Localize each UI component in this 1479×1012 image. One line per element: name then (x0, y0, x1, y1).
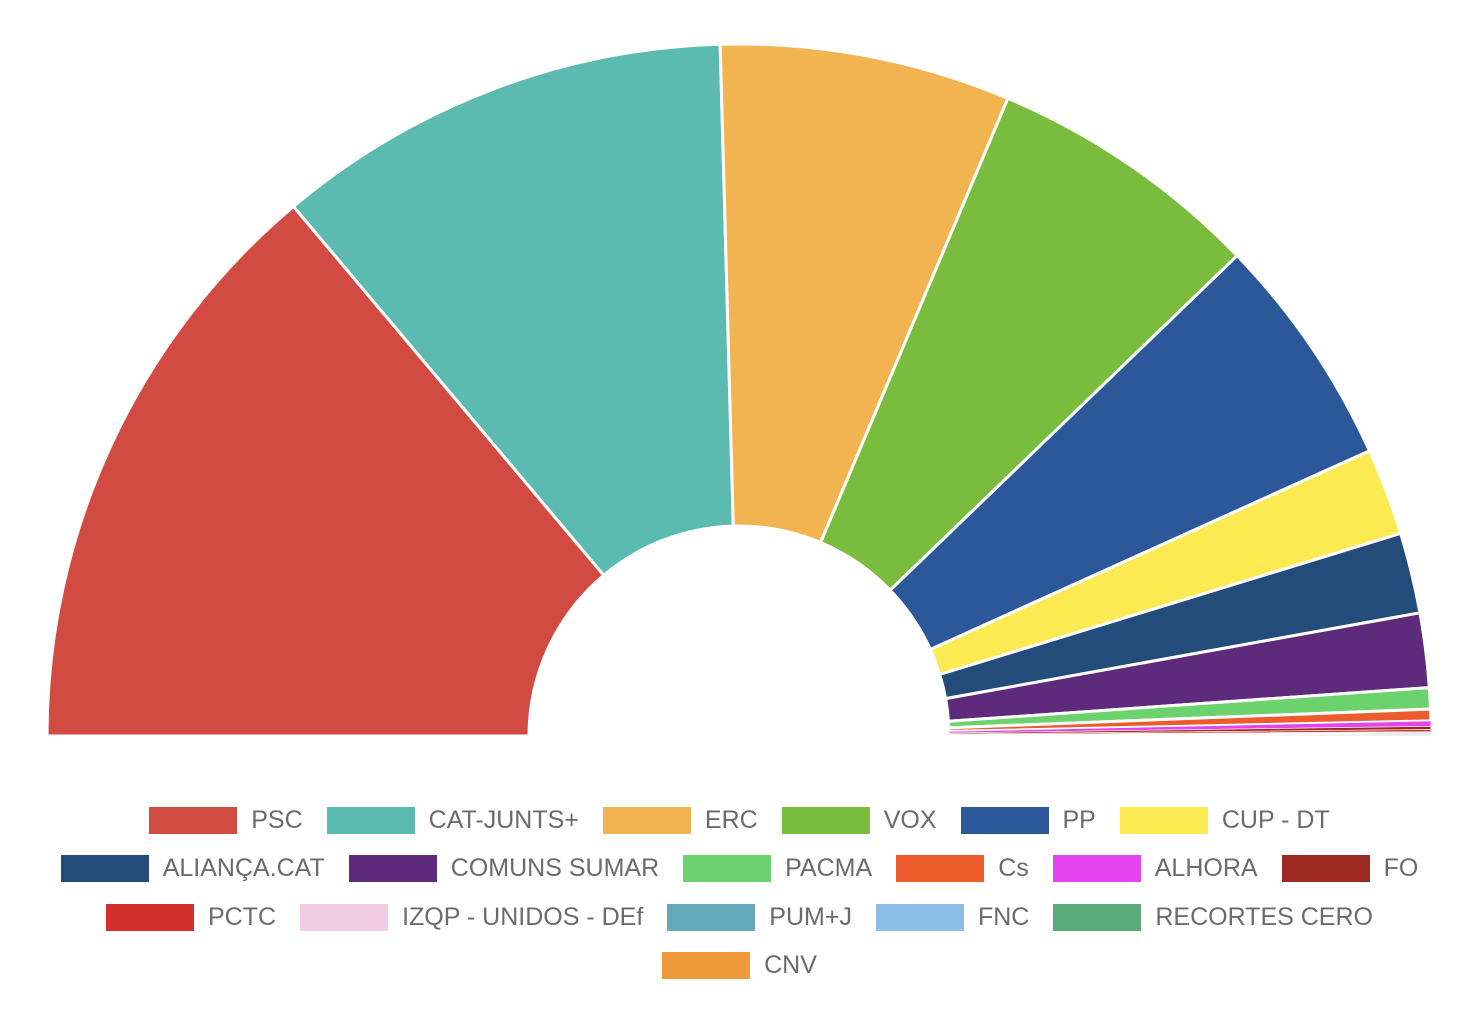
legend-row: ALIANÇA.CAT COMUNS SUMAR PACMA Cs ALHORA FO (0, 845, 1479, 894)
legend-item-erc[interactable]: ERC (602, 805, 758, 835)
legend-swatch (1052, 855, 1141, 883)
legend-item-pp[interactable]: PP (960, 805, 1096, 835)
legend-item-recortes-cero[interactable]: RECORTES CERO (1053, 903, 1373, 932)
legend-swatch (602, 806, 691, 834)
legend-swatch (683, 855, 772, 883)
legend-label: FO (1383, 854, 1419, 883)
legend-item-fnc[interactable]: FNC (875, 902, 1030, 932)
legend-swatch (149, 806, 238, 834)
legend-label: ERC (704, 805, 758, 834)
legend-label: PP (1062, 805, 1096, 834)
semicircle-donut-chart (45, 42, 1433, 738)
legend-label: PUM+J (769, 902, 852, 931)
slice-erc[interactable] (718, 42, 1010, 545)
legend-row: CNV (0, 942, 1479, 991)
legend-item-cat-junts[interactable]: CAT-JUNTS+ (326, 805, 579, 835)
legend-item-pctc[interactable]: PCTC (106, 903, 276, 932)
legend-swatch (662, 952, 751, 980)
legend-item-cnv[interactable]: CNV (662, 951, 817, 980)
legend-item-alhora[interactable]: ALHORA (1052, 854, 1258, 883)
legend-item-psc[interactable]: PSC (149, 805, 303, 835)
legend-label: Cs (998, 854, 1029, 883)
legend-swatch (960, 806, 1049, 834)
legend-item-cs[interactable]: Cs (896, 854, 1029, 883)
legend-label: IZQP - UNIDOS - DEf (402, 902, 644, 931)
legend-swatch (875, 903, 964, 931)
slice-vox[interactable] (818, 96, 1240, 593)
chart-legend: PSC CAT-JUNTS+ ERC VOX PP CUP - DT ALIANÇA.CAT… (0, 796, 1479, 990)
legend-swatch (1053, 903, 1142, 931)
legend-item-fo[interactable]: FO (1281, 854, 1419, 883)
legend-item-cup-dt[interactable]: CUP - DT (1119, 805, 1330, 835)
legend-label: ALHORA (1154, 854, 1258, 883)
legend-swatch (348, 855, 437, 883)
legend-swatch (300, 903, 389, 931)
slice-cnv[interactable] (948, 735, 1432, 737)
slice-pp[interactable] (888, 253, 1372, 652)
legend-row: PCTC IZQP - UNIDOS - DEf PUM+J FNC RECORTES … (0, 893, 1479, 942)
legend-swatch (667, 903, 756, 931)
legend-label: COMUNS SUMAR (450, 854, 660, 883)
slice-cat-junts[interactable] (291, 42, 735, 578)
legend-item-vox[interactable]: VOX (781, 805, 937, 835)
legend-swatch (1119, 806, 1208, 834)
legend-swatch (60, 855, 149, 883)
legend-item-comuns-sumar[interactable]: COMUNS SUMAR (348, 854, 660, 883)
legend-label: PCTC (208, 902, 277, 931)
legend-item-pum-j[interactable]: PUM+J (667, 903, 852, 932)
legend-swatch (1281, 855, 1370, 883)
slice-psc[interactable] (45, 204, 606, 738)
legend-label: FNC (977, 902, 1030, 931)
legend-item-pacma[interactable]: PACMA (683, 854, 872, 883)
legend-label: PACMA (785, 854, 873, 883)
legend-label: CNV (764, 951, 817, 980)
legend-label: PSC (251, 805, 303, 834)
chart-slices (45, 42, 1433, 738)
legend-item-izqp-unidos-def[interactable]: IZQP - UNIDOS - DEf (300, 903, 643, 932)
legend-swatch (781, 806, 870, 834)
legend-label: CUP - DT (1221, 805, 1330, 834)
legend-label: CAT-JUNTS+ (428, 805, 579, 834)
legend-swatch (326, 806, 415, 834)
legend-swatch (106, 903, 194, 931)
legend-label: ALIANÇA.CAT (162, 854, 325, 883)
legend-row: PSC CAT-JUNTS+ ERC VOX PP CUP - DT (0, 796, 1479, 845)
legend-item-alian-a-cat[interactable]: ALIANÇA.CAT (60, 854, 325, 883)
legend-label: VOX (883, 805, 937, 834)
legend-swatch (896, 855, 985, 883)
legend-label: RECORTES CERO (1155, 902, 1373, 931)
